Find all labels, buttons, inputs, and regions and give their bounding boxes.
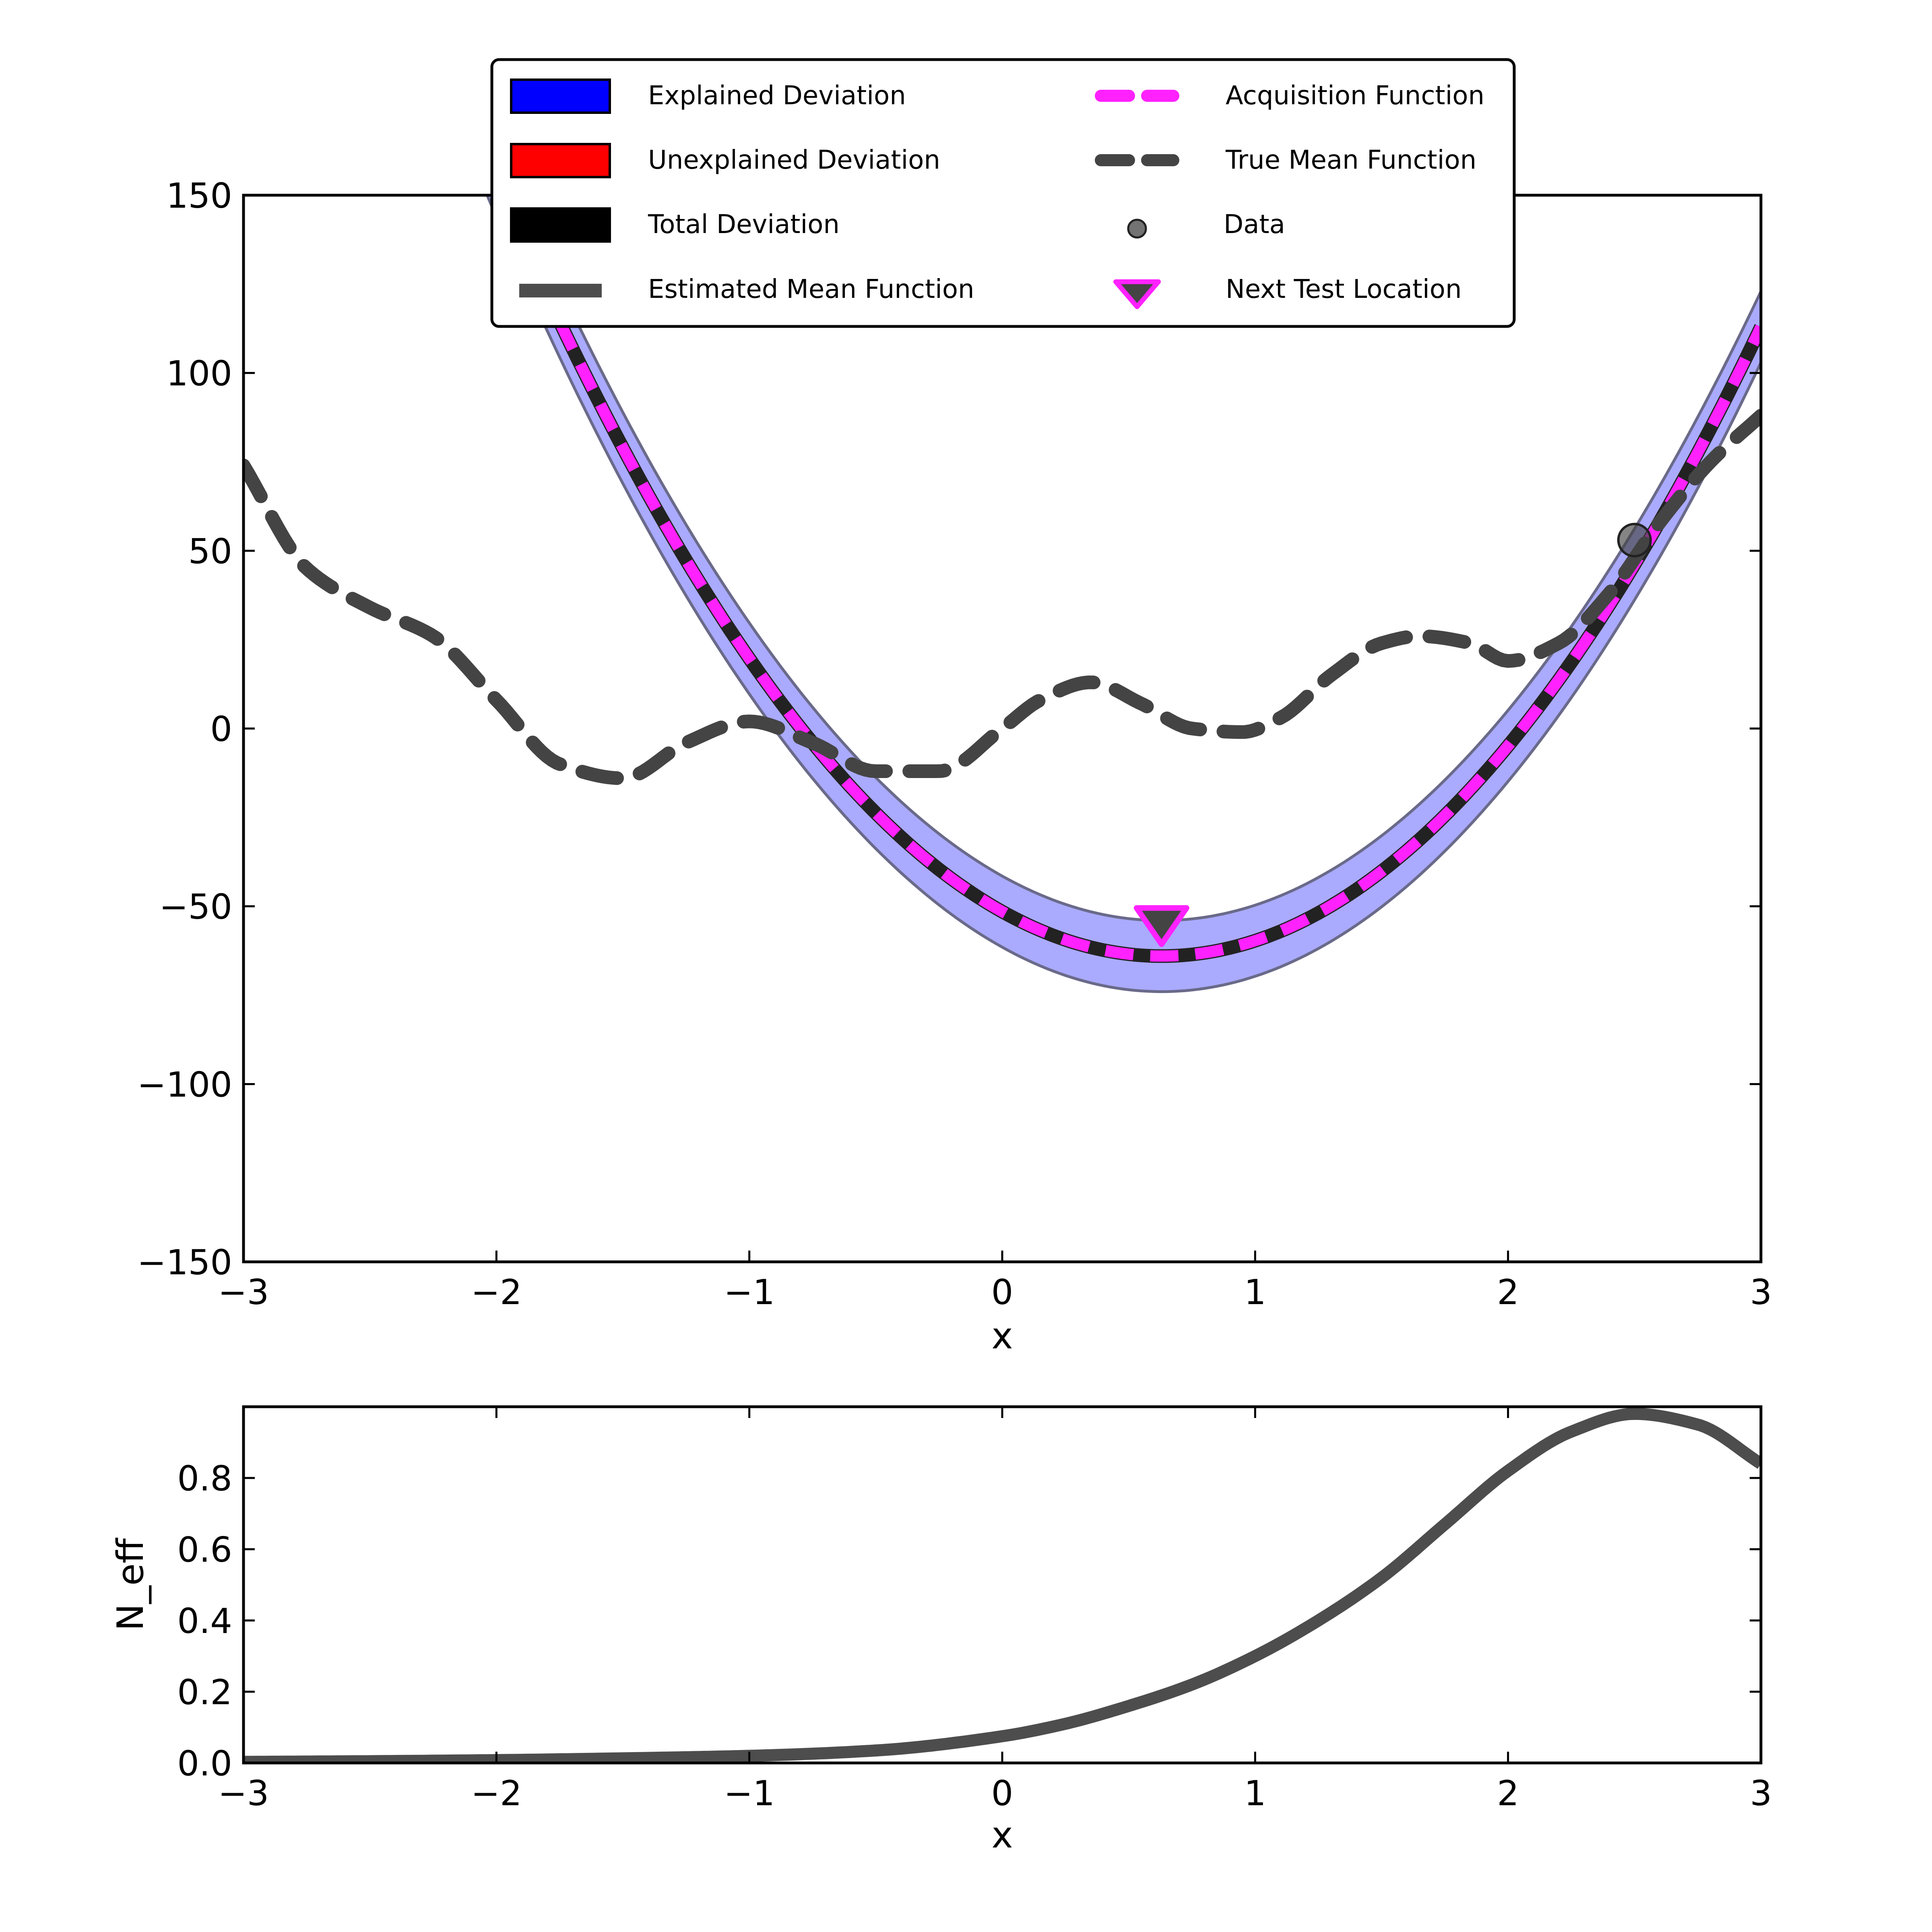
legend-box	[490, 58, 1516, 328]
legend-estimated-mean-label: Estimated Mean Function	[648, 275, 974, 304]
bottom-ytick-label: 0.0	[177, 1744, 232, 1784]
legend-unexplained-swatch	[510, 143, 611, 178]
legend-explained-label: Explained Deviation	[648, 81, 906, 111]
acquisition-function-line	[496, 195, 1761, 962]
top-ticks: −3 −2 −1 0 1 2 3 150 100 50 0 −50 −100 −150	[137, 176, 1772, 1313]
bottom-xtick-label: −1	[724, 1773, 775, 1814]
bottom-ytick-label: 0.2	[177, 1672, 232, 1713]
bottom-ytick-label: 0.8	[177, 1459, 232, 1499]
top-xtick-label: 0	[991, 1272, 1013, 1313]
legend-data-label: Data	[1224, 210, 1285, 239]
top-xaxis-label: x	[991, 1315, 1013, 1357]
legend-next-test-marker	[1113, 279, 1161, 309]
legend-explained-swatch	[510, 78, 611, 114]
legend-next-test-label: Next Test Location	[1226, 275, 1462, 304]
bottom-ticks: −3 −2 −1 0 1 2 3 0.0 0.2 0.4 0.6 0.8	[177, 1407, 1772, 1814]
legend-acquisition-label: Acquisition Function	[1226, 81, 1484, 111]
deviation-band	[487, 195, 1761, 992]
data-point	[1617, 522, 1652, 557]
bottom-xaxis-label: x	[991, 1814, 1013, 1856]
bottom-ytick-label: 0.4	[177, 1601, 232, 1641]
top-ytick-label: 50	[188, 531, 232, 572]
top-ytick-label: −50	[159, 887, 233, 927]
top-xtick-label: 1	[1244, 1272, 1266, 1313]
legend-data-marker	[1127, 219, 1147, 239]
top-ytick-label: 150	[166, 176, 232, 216]
top-panel: −3 −2 −1 0 1 2 3 150 100 50 0 −50 −100 −150 x Explain…	[137, 58, 1772, 1357]
bottom-ytick-label: 0.6	[177, 1530, 232, 1570]
legend-total-swatch	[510, 207, 611, 243]
bottom-yaxis-label: N_eff	[109, 1538, 152, 1631]
true-mean-line	[244, 409, 1761, 785]
bottom-xtick-label: −2	[471, 1773, 522, 1814]
bottom-xtick-label: 1	[1244, 1773, 1266, 1814]
top-xtick-label: 2	[1497, 1272, 1519, 1313]
top-ytick-label: −100	[137, 1065, 232, 1105]
deviation-band-upper-edge	[516, 195, 1761, 922]
bottom-xtick-label: 2	[1497, 1773, 1519, 1814]
top-xtick-label: −2	[471, 1272, 522, 1313]
legend-unexplained-label: Unexplained Deviation	[648, 145, 940, 175]
top-xtick-label: −1	[724, 1272, 775, 1313]
top-ytick-label: −150	[137, 1243, 232, 1283]
top-ytick-label: 100	[166, 354, 232, 394]
legend: Explained Deviation Unexplained Deviatio…	[490, 58, 1516, 328]
top-xtick-label: 3	[1750, 1272, 1772, 1313]
top-plot-content	[244, 195, 1761, 993]
bottom-xtick-label: 0	[991, 1773, 1013, 1814]
next-test-location-marker	[1133, 905, 1189, 947]
top-ytick-label: 0	[210, 709, 232, 749]
top-xtick-label: −3	[218, 1272, 269, 1313]
legend-total-label: Total Deviation	[648, 210, 840, 239]
legend-true-mean-label: True Mean Function	[1225, 145, 1476, 175]
bottom-xtick-label: 3	[1750, 1773, 1772, 1814]
bottom-xtick-label: −3	[218, 1773, 269, 1814]
bottom-panel: −3 −2 −1 0 1 2 3 0.0 0.2 0.4 0.6 0.8 x N_eff	[109, 1405, 1772, 1856]
